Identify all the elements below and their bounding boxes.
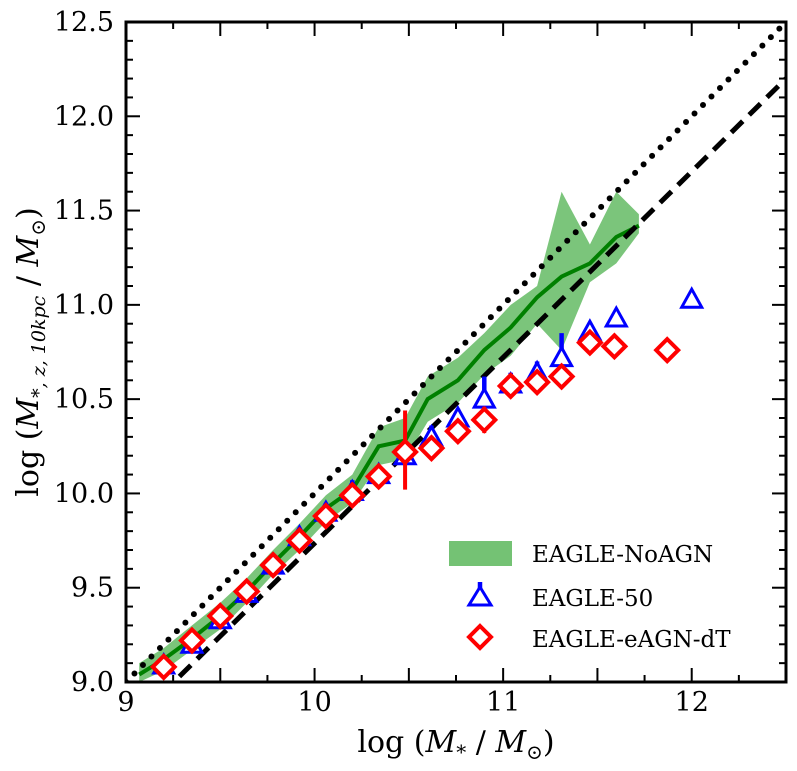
legend-label-eagle50: EAGLE-50 (532, 586, 653, 612)
eagn-dt-point (206, 602, 235, 630)
eagn-dt-point (232, 577, 261, 606)
eagn-dt-point (547, 362, 576, 391)
legend-label-noagn: EAGLE-NoAGN (532, 542, 713, 568)
y-axis-title: log (M*, z, 10kpc / M⊙) (11, 207, 50, 496)
legend-label-eagle-eagn-dt: EAGLE-eAGN-dT (532, 627, 731, 653)
eagn-dt-point (600, 332, 629, 361)
eagn-dt-point (338, 481, 367, 510)
reference-line-one-to-one (126, 22, 786, 682)
legend-marker-eagle50 (466, 582, 494, 607)
tick-labels: 9 10 11 12 9.0 9.5 10.0 10.5 11.0 11.5 12.0 12.5 (54, 7, 709, 718)
noagn-band (139, 191, 639, 682)
legend: EAGLE-NoAGN EAGLE-50 EAGLE-eAGN-dT (449, 541, 731, 653)
y-tick-label: 12.0 (54, 101, 114, 132)
x-tick-label: 11 (486, 687, 520, 718)
eagn-dt-point (391, 438, 419, 466)
y-tick-label: 11.0 (54, 290, 114, 321)
eagn-dt-point (312, 502, 340, 530)
eagn-dt-point (470, 406, 499, 434)
eagn-dt-point (149, 653, 178, 681)
legend-swatch-noagn (449, 541, 512, 566)
x-tick-label: 9 (117, 687, 134, 718)
eagn-dt-point (178, 626, 206, 655)
eagn-dt-point (523, 368, 551, 396)
eagn-dt-point (653, 336, 682, 364)
x-axis-title: log (M* / M⊙) (357, 725, 554, 764)
plot-area (126, 22, 786, 682)
eagn-dt-point (496, 372, 525, 400)
y-tick-label: 9.5 (71, 573, 114, 604)
eagn-dt-point (417, 434, 446, 462)
y-tick-label: 9.0 (71, 667, 114, 698)
eagn-dt-point (444, 417, 472, 446)
eagle50-point (679, 286, 705, 309)
y-tick-label: 11.5 (54, 196, 114, 227)
y-tick-label: 12.5 (54, 7, 114, 38)
y-tick-label: 10.5 (54, 384, 114, 415)
eagle50-point (471, 386, 497, 409)
eagn-dt-point (576, 328, 604, 357)
x-tick-label: 10 (297, 687, 331, 718)
y-tick-label: 10.0 (54, 478, 114, 509)
tick-marks (125, 21, 787, 683)
eagn-dt-point (364, 462, 393, 491)
eagn-dt-point (285, 526, 314, 555)
reference-line-offset (170, 76, 786, 682)
eagle50-point (603, 304, 629, 328)
legend-marker-eagle-eagn-dt (466, 623, 494, 651)
eagn-dt-point (259, 551, 287, 579)
x-tick-label: 12 (675, 687, 709, 718)
